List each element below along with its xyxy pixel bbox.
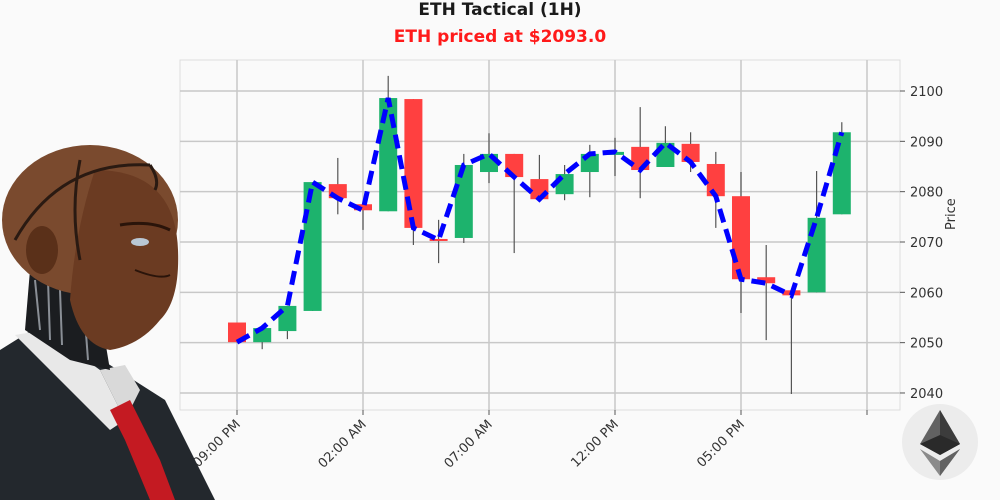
grid-lines	[180, 60, 900, 410]
y-axis-label: Price	[944, 198, 959, 230]
candle	[354, 204, 372, 211]
y-tick-label: 2070	[910, 236, 943, 251]
y-tick-label: 2060	[910, 286, 943, 301]
y-tick-label: 2090	[910, 135, 943, 150]
candle	[454, 164, 473, 238]
y-tick-label: 2040	[910, 387, 943, 402]
candle	[732, 196, 750, 280]
y-axis: 2040 2050 2060 2070 2080 2090 2100	[900, 85, 943, 402]
candle	[832, 132, 851, 215]
candle	[404, 99, 423, 228]
robot-businessman-illustration	[0, 145, 215, 500]
close-price-line	[235, 97, 845, 345]
chart-title: ETH Tactical (1H)	[418, 0, 582, 20]
chart-subtitle: ETH priced at $2093.0	[393, 27, 607, 47]
candle	[807, 217, 826, 293]
x-tick-label: 12:00 PM	[568, 417, 621, 470]
y-tick-label: 2080	[910, 186, 943, 201]
x-axis: 09:00 PM 02:00 AM 07:00 AM 12:00 PM 05:00 PM	[190, 410, 868, 471]
candle	[706, 163, 725, 197]
y-tick-label: 2100	[910, 85, 943, 100]
ethereum-logo-icon	[902, 404, 978, 480]
candle	[429, 238, 448, 241]
x-tick-label: 07:00 AM	[442, 417, 496, 471]
y-tick-label: 2050	[910, 337, 943, 352]
x-tick-label: 05:00 PM	[694, 417, 747, 470]
candle	[757, 277, 776, 284]
x-tick-label: 02:00 AM	[316, 417, 370, 471]
